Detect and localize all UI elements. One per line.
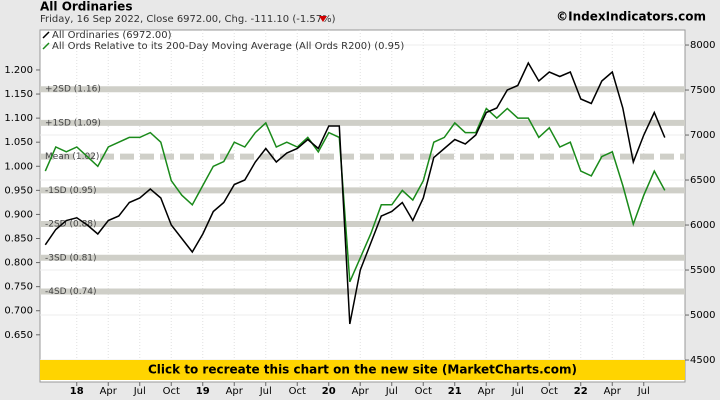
- chart-subtitle: Friday, 16 Sep 2022, Close 6972.00, Chg.…: [40, 14, 336, 25]
- x-tick-label: Apr: [100, 386, 118, 397]
- legend-label: All Ordinaries (6972.00): [52, 30, 172, 41]
- x-tick-label: Jul: [385, 386, 398, 397]
- chart-title: All Ordinaries: [40, 0, 132, 14]
- credit: ©IndexIndicators.com: [556, 10, 706, 24]
- x-tick-label: Apr: [226, 386, 244, 397]
- x-tick-label: Oct: [163, 386, 180, 397]
- sd-band-label: -3SD (0.81): [45, 253, 97, 263]
- y2-tick-label: 4500: [690, 355, 715, 366]
- y2-tick-label: 7000: [690, 130, 715, 141]
- y2-tick-label: 5500: [690, 265, 715, 276]
- banner[interactable]: [40, 360, 685, 380]
- x-tick-label: Jul: [511, 386, 524, 397]
- banner-text[interactable]: Click to recreate this chart on the new …: [148, 363, 577, 377]
- legend-swatch: [42, 42, 50, 50]
- series-line: [44, 61, 666, 325]
- y-tick-label: 0.950: [4, 185, 33, 196]
- down-arrow: [319, 16, 327, 22]
- y2-tick-label: 6000: [690, 220, 715, 231]
- y-tick-label: 0.850: [4, 234, 33, 245]
- x-tick-label: Jul: [259, 386, 272, 397]
- sd-band-label: -4SD (0.74): [45, 287, 97, 297]
- y-tick-label: 0.800: [4, 258, 33, 269]
- x-tick-label: Oct: [541, 386, 558, 397]
- y2-tick-label: 5000: [690, 310, 715, 321]
- series-line: [44, 107, 666, 283]
- y-tick-label: 1.200: [4, 65, 33, 76]
- y-tick-label: 0.650: [4, 330, 33, 341]
- y2-tick-label: 6500: [690, 175, 715, 186]
- plot-area: [39, 29, 686, 383]
- y-tick-label: 1.150: [4, 89, 33, 100]
- y2-tick-label: 8000: [690, 40, 715, 51]
- y-tick-label: 1.100: [4, 113, 33, 124]
- y-tick-label: 0.750: [4, 282, 33, 293]
- x-tick-label: Jul: [637, 386, 650, 397]
- legend-swatch: [42, 31, 50, 39]
- x-tick-label: Apr: [604, 386, 622, 397]
- legend-label: All Ords Relative to its 200-Day Moving …: [52, 41, 404, 52]
- x-tick-label: Apr: [352, 386, 370, 397]
- sd-band-label: Mean (1.02): [45, 152, 99, 162]
- x-tick-label: Apr: [478, 386, 496, 397]
- x-tick-label: 20: [322, 386, 336, 397]
- y-tick-label: 0.700: [4, 306, 33, 317]
- x-tick-label: Oct: [289, 386, 306, 397]
- sd-band-label: -1SD (0.95): [45, 186, 97, 196]
- x-tick-label: Jul: [133, 386, 146, 397]
- sd-band-label: +2SD (1.16): [45, 85, 101, 95]
- x-tick-label: 18: [70, 386, 84, 397]
- y-tick-label: 1.000: [4, 161, 33, 172]
- sd-band-label: -2SD (0.88): [45, 220, 97, 230]
- x-tick-label: 21: [448, 386, 462, 397]
- x-tick-label: 22: [574, 386, 588, 397]
- y-tick-label: 0.900: [4, 209, 33, 220]
- y-tick-label: 1.050: [4, 137, 33, 148]
- sd-band-label: +1SD (1.09): [45, 118, 101, 128]
- x-tick-label: Oct: [415, 386, 432, 397]
- x-tick-label: 19: [196, 386, 210, 397]
- y2-tick-label: 7500: [690, 85, 715, 96]
